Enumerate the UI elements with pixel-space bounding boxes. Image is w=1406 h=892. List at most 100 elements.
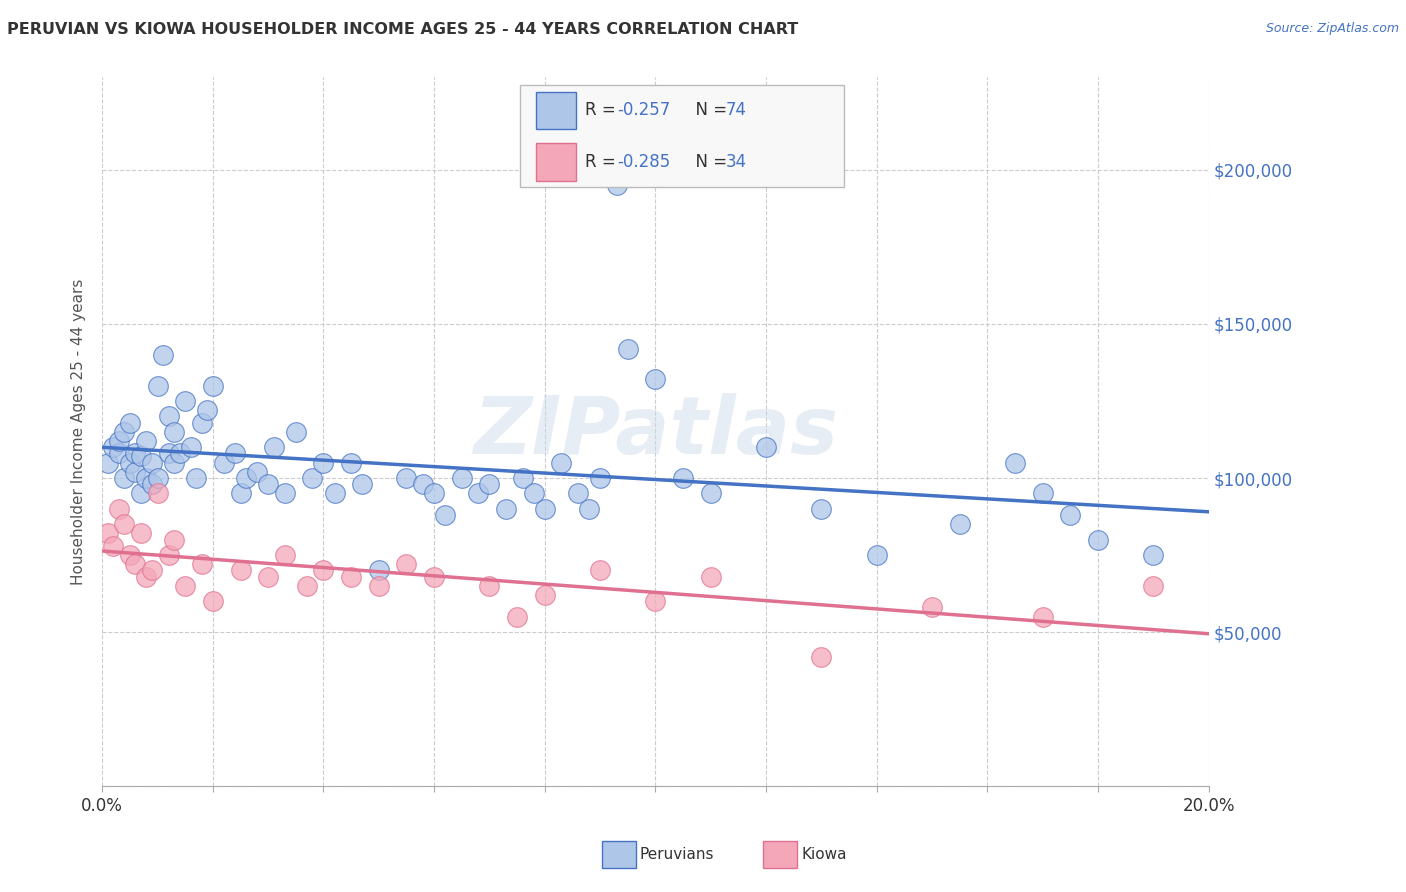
Point: [755, 440, 778, 454]
Point: [423, 486, 446, 500]
Point: [124, 465, 146, 479]
Text: 34: 34: [725, 153, 747, 170]
Point: [229, 486, 252, 500]
Point: [866, 548, 889, 562]
Point: [157, 446, 180, 460]
Point: [174, 579, 197, 593]
Point: [235, 471, 257, 485]
Point: [352, 477, 374, 491]
Point: [1032, 486, 1054, 500]
Point: [163, 456, 186, 470]
Point: [810, 649, 832, 664]
Point: [191, 558, 214, 572]
Point: [323, 486, 346, 500]
Point: [367, 564, 389, 578]
Point: [606, 178, 628, 193]
Point: [201, 378, 224, 392]
Point: [257, 569, 280, 583]
Point: [212, 456, 235, 470]
Point: [274, 486, 297, 500]
Point: [340, 569, 363, 583]
Text: ZIPatlas: ZIPatlas: [472, 392, 838, 471]
Point: [412, 477, 434, 491]
Point: [146, 378, 169, 392]
Point: [644, 372, 666, 386]
Point: [434, 508, 457, 522]
Point: [108, 446, 131, 460]
Point: [395, 471, 418, 485]
Point: [246, 465, 269, 479]
Point: [141, 477, 163, 491]
Point: [699, 486, 721, 500]
Point: [118, 416, 141, 430]
Point: [163, 533, 186, 547]
Point: [1032, 609, 1054, 624]
Point: [949, 517, 972, 532]
Point: [129, 486, 152, 500]
Point: [1004, 456, 1026, 470]
Point: [533, 588, 555, 602]
Text: Source: ZipAtlas.com: Source: ZipAtlas.com: [1265, 22, 1399, 36]
Text: Kiowa: Kiowa: [801, 847, 846, 862]
Text: PERUVIAN VS KIOWA HOUSEHOLDER INCOME AGES 25 - 44 YEARS CORRELATION CHART: PERUVIAN VS KIOWA HOUSEHOLDER INCOME AGE…: [7, 22, 799, 37]
Point: [312, 564, 335, 578]
Point: [672, 471, 695, 485]
Point: [467, 486, 489, 500]
Point: [1059, 508, 1081, 522]
Point: [97, 456, 120, 470]
Point: [118, 548, 141, 562]
Point: [523, 486, 546, 500]
Point: [129, 526, 152, 541]
Point: [340, 456, 363, 470]
Point: [550, 456, 572, 470]
Point: [97, 526, 120, 541]
Point: [263, 440, 285, 454]
Point: [146, 471, 169, 485]
Point: [124, 558, 146, 572]
Text: Peruvians: Peruvians: [640, 847, 714, 862]
Point: [141, 456, 163, 470]
Point: [224, 446, 246, 460]
Point: [1142, 579, 1164, 593]
Point: [495, 501, 517, 516]
Point: [284, 425, 307, 439]
Point: [186, 471, 208, 485]
Point: [146, 486, 169, 500]
Point: [423, 569, 446, 583]
Point: [1087, 533, 1109, 547]
Point: [478, 477, 501, 491]
Point: [141, 564, 163, 578]
Point: [589, 471, 612, 485]
Point: [450, 471, 472, 485]
Point: [135, 471, 157, 485]
Point: [135, 434, 157, 448]
Point: [108, 501, 131, 516]
Point: [921, 600, 943, 615]
Point: [478, 579, 501, 593]
Point: [257, 477, 280, 491]
Point: [367, 579, 389, 593]
Point: [103, 440, 125, 454]
Point: [567, 486, 589, 500]
Point: [157, 409, 180, 424]
Point: [295, 579, 318, 593]
Point: [229, 564, 252, 578]
Point: [129, 450, 152, 464]
Point: [174, 394, 197, 409]
Point: [112, 471, 135, 485]
Point: [112, 517, 135, 532]
Point: [810, 501, 832, 516]
Point: [195, 403, 218, 417]
Point: [301, 471, 323, 485]
Text: 74: 74: [725, 102, 747, 120]
Point: [616, 342, 638, 356]
Point: [533, 501, 555, 516]
Text: N =: N =: [685, 153, 733, 170]
Point: [112, 425, 135, 439]
Point: [135, 569, 157, 583]
Text: -0.285: -0.285: [617, 153, 671, 170]
Point: [578, 501, 600, 516]
Point: [169, 446, 191, 460]
Point: [506, 609, 529, 624]
Point: [108, 434, 131, 448]
